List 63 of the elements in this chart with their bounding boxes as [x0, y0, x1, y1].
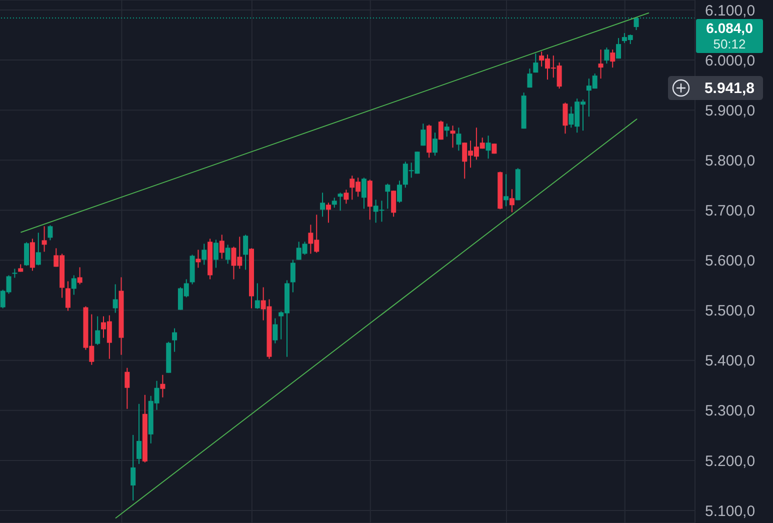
- candlestick: [391, 190, 396, 218]
- candlestick: [432, 132, 438, 156]
- candlestick: [320, 192, 326, 218]
- y-tick-label: 5.100,0: [705, 502, 756, 520]
- y-tick-label: 5.800,0: [705, 152, 756, 170]
- candlestick: [604, 47, 610, 64]
- y-tick-label: 5.500,0: [705, 302, 756, 320]
- candlestick: [420, 123, 426, 146]
- candlestick: [450, 125, 456, 148]
- candlestick: [219, 234, 224, 260]
- candlestick: [396, 180, 402, 204]
- candlestick: [124, 367, 130, 410]
- candlestick: [136, 403, 142, 464]
- candlestick: [438, 120, 444, 140]
- candlestick: [243, 234, 248, 270]
- y-tick-label: 5.200,0: [705, 452, 756, 470]
- candlestick: [65, 280, 70, 312]
- candlestick: [24, 242, 30, 266]
- candlestick: [112, 284, 118, 314]
- candlestick: [196, 249, 201, 268]
- candlestick: [533, 53, 538, 74]
- candlestick: [338, 192, 343, 212]
- candlestick: [95, 316, 100, 346]
- candlestick: [202, 243, 207, 266]
- candlestick: [48, 224, 53, 241]
- candlestick: [616, 38, 622, 60]
- candlestick: [290, 259, 296, 293]
- ref-line-label: 6.084,0: [706, 20, 754, 36]
- candlestick: [344, 189, 349, 204]
- candlestick: [213, 239, 218, 268]
- candlestick: [77, 266, 82, 285]
- candlestick: [562, 102, 568, 134]
- candlestick: [160, 374, 166, 398]
- candlestick: [36, 232, 41, 266]
- candlestick: [444, 123, 450, 138]
- candlestick: [12, 268, 18, 278]
- candlestick: [332, 197, 337, 208]
- text: 50:12: [713, 36, 746, 52]
- candlestick: [172, 328, 178, 352]
- candlestick: [527, 68, 532, 88]
- candlestick: [361, 177, 366, 210]
- y-tick-label: 5.700,0: [705, 202, 756, 220]
- candlestick: [486, 135, 491, 160]
- candlestick: [326, 202, 331, 224]
- candlestick: [598, 49, 604, 80]
- candlestick: [272, 318, 278, 344]
- y-tick-label: 5.300,0: [705, 402, 756, 420]
- y-tick-label: 5.400,0: [705, 352, 756, 370]
- candlestick: [254, 282, 260, 310]
- candlestick: [509, 188, 514, 213]
- price-tag: 5.941,8: [668, 76, 763, 100]
- candlestick: [385, 183, 390, 210]
- candlestick: [456, 127, 462, 152]
- y-tick-label: 6.100,0: [705, 2, 756, 20]
- y-tick-label: 6.000,0: [705, 52, 756, 70]
- candlestick: [504, 174, 509, 207]
- candlestick: [610, 49, 616, 68]
- candlestick: [225, 244, 230, 264]
- y-tick-label: 5.600,0: [705, 252, 756, 270]
- candlestick: [42, 226, 47, 252]
- y-tick-label: 5.900,0: [705, 102, 756, 120]
- candlestick: [130, 434, 136, 501]
- candlestick: [71, 274, 76, 296]
